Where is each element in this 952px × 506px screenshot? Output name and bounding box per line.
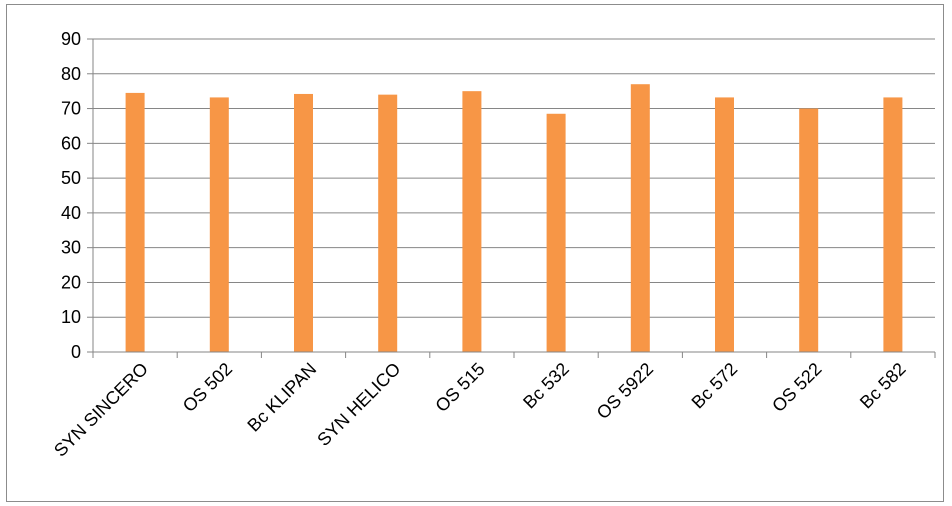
y-tick-label: 60 <box>61 133 81 153</box>
bar <box>294 93 313 353</box>
y-tick-label: 10 <box>61 307 81 327</box>
x-category-label: OS 5922 <box>593 359 657 423</box>
y-tick-label: 70 <box>61 99 81 119</box>
x-category-label: SYN HELICO <box>313 359 404 450</box>
y-tick-label: 30 <box>61 238 81 258</box>
x-category-label: Bc 532 <box>519 359 573 413</box>
x-category-label: OS 522 <box>768 359 825 416</box>
grid-lines <box>93 38 935 318</box>
axes <box>87 38 936 358</box>
x-category-label: SYN SINCERO <box>50 359 152 461</box>
bar <box>209 97 229 352</box>
x-category-label: OS 502 <box>179 359 236 416</box>
x-category-label: OS 515 <box>431 359 488 416</box>
x-category-label: Bc 572 <box>688 359 742 413</box>
y-tick-label: 80 <box>61 64 81 84</box>
y-tick-labels: 0 10 20 30 40 50 60 70 80 90 <box>61 29 81 362</box>
bar <box>378 94 398 353</box>
bar <box>546 113 566 353</box>
bar <box>125 92 145 353</box>
bar <box>630 84 650 352</box>
y-tick-label: 90 <box>61 29 81 49</box>
bar <box>799 108 819 352</box>
y-tick-label: 0 <box>71 342 81 362</box>
bar <box>715 97 734 352</box>
chart-frame <box>6 4 944 502</box>
y-tick-label: 40 <box>61 203 81 223</box>
x-category-label: Bc KLIPAN <box>243 359 320 436</box>
y-tick-label: 20 <box>61 272 81 292</box>
bars <box>125 84 903 353</box>
x-category-label: Bc 582 <box>856 359 910 413</box>
y-tick-label: 50 <box>61 168 81 188</box>
bar <box>883 97 903 352</box>
bar <box>462 91 482 353</box>
